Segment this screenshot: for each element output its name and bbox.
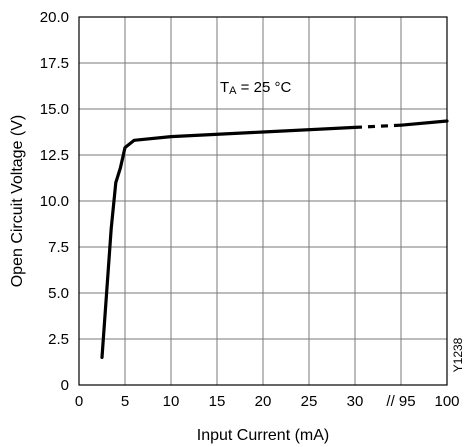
x-axis-tick-labels: 0 5 10 15 20 25 30 // 95 100 [75,393,460,410]
x-tick-label: 100 [434,393,459,410]
x-tick-label: // 95 [386,393,415,410]
y-tick-label: 10.0 [40,193,69,210]
series-layer [100,119,449,359]
y-tick-label: 20.0 [40,9,69,26]
annotation-value: = 25 °C [237,79,292,96]
series-line-extension [399,119,449,127]
series-break-segment [354,123,402,129]
x-tick-label: 5 [121,393,129,410]
x-tick-label: 15 [209,393,226,410]
y-axis-tick-labels: 0 2.5 5.0 7.5 10.0 12.5 15.0 17.5 20.0 [40,9,69,394]
x-tick-label: 20 [255,393,272,410]
plot-frame [78,16,448,386]
y-tick-label: 2.5 [48,331,69,348]
annotation-subscript: A [229,85,237,97]
grid-lines [79,17,447,385]
x-tick-label: 0 [75,393,83,410]
y-tick-label: 17.5 [40,55,69,72]
y-tick-label: 7.5 [48,239,69,256]
y-tick-label: 15.0 [40,101,69,118]
x-tick-label: 25 [301,393,318,410]
y-tick-label: 5.0 [48,285,69,302]
annotation-symbol: T [220,79,229,96]
figure-code: Y1238 [451,337,465,372]
y-axis-title: Open Circuit Voltage (V) [9,115,26,288]
y-tick-label: 12.5 [40,147,69,164]
x-axis-title: Input Current (mA) [197,427,329,444]
series-line [100,125,357,359]
temperature-annotation: TA = 25 °C [220,79,291,97]
x-tick-label: 30 [347,393,364,410]
x-tick-label: 10 [163,393,180,410]
y-tick-label: 0 [61,377,69,394]
